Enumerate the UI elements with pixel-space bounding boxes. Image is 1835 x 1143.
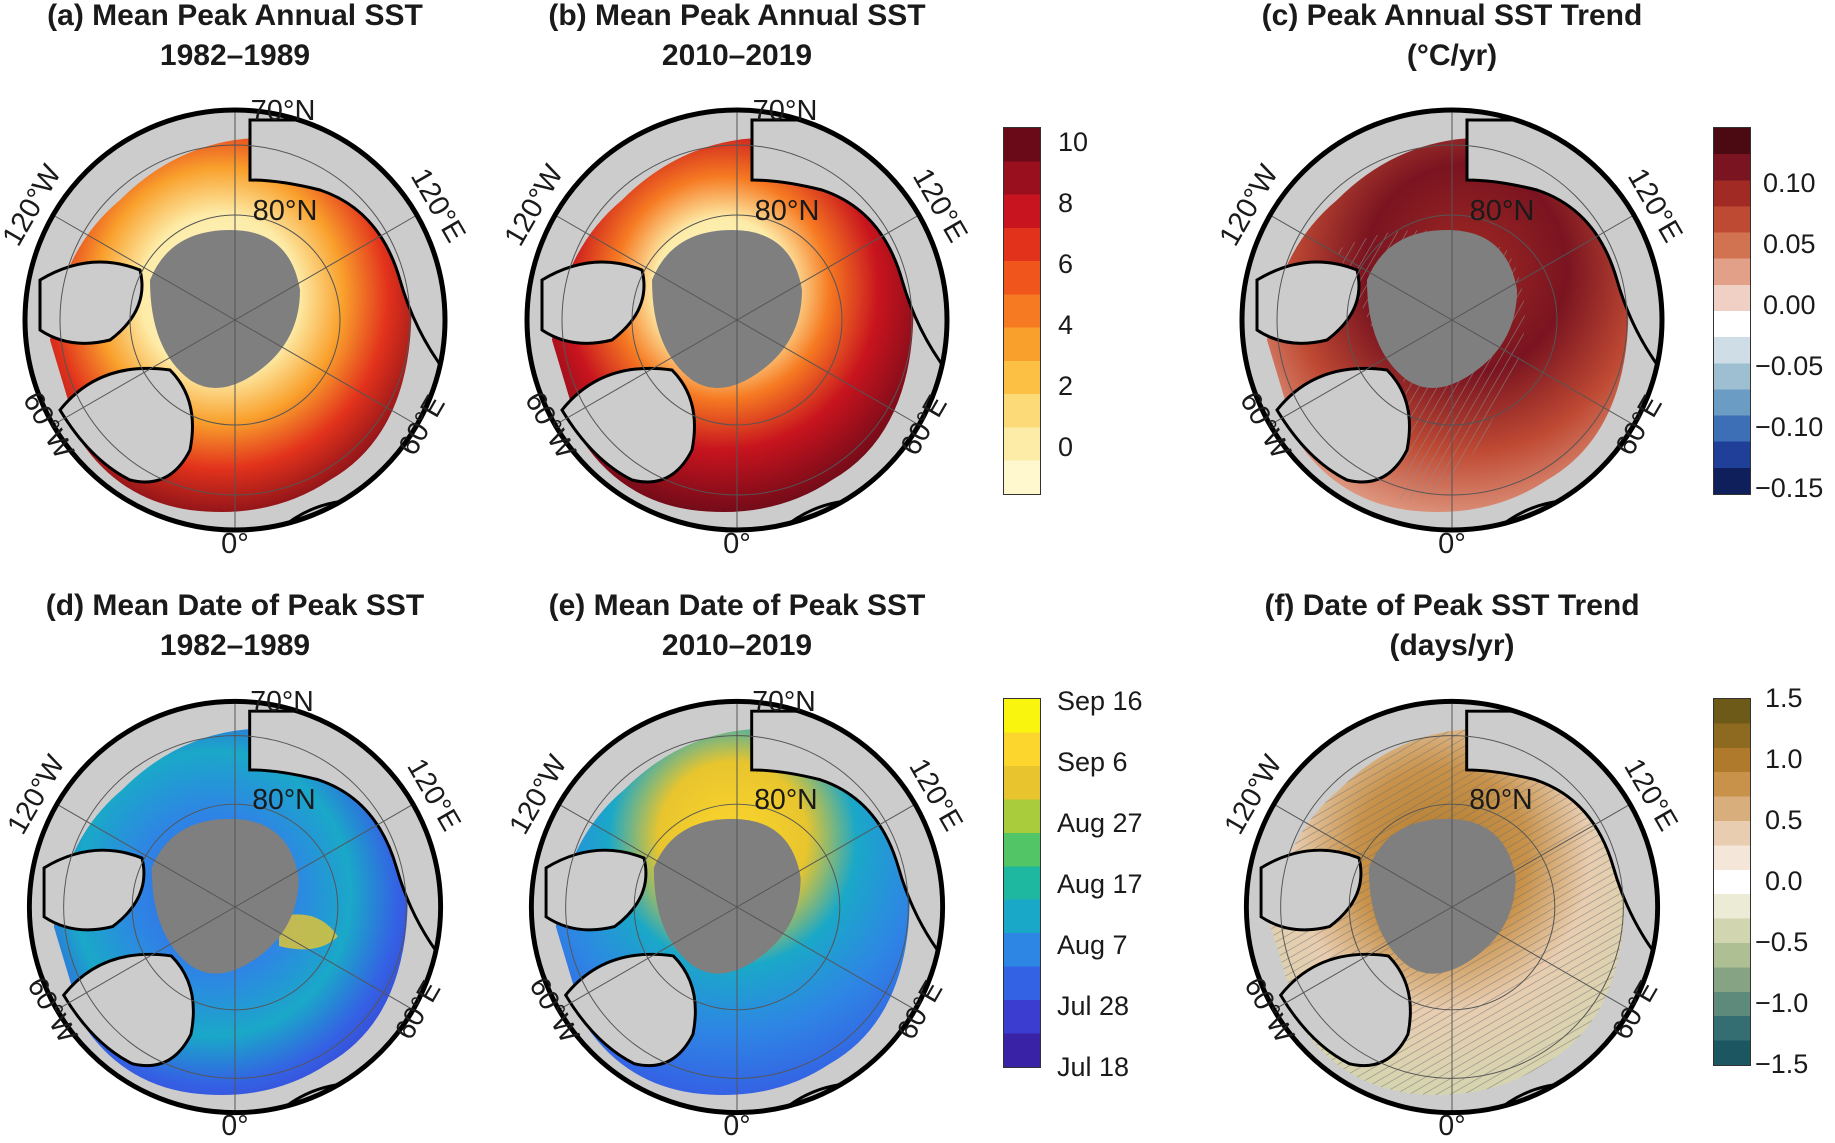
colorbar-date-trend-tick-4: −0.5 xyxy=(1755,927,1809,957)
label-80n: 80°N xyxy=(755,195,820,227)
map-b-ice xyxy=(652,230,802,388)
colorbar-sst-tick-1: 8 xyxy=(1058,188,1074,218)
colorbar-sst-tick-0: 10 xyxy=(1058,127,1089,157)
label-0: 0° xyxy=(1438,1110,1465,1142)
colorbar-date-tick-3: Aug 17 xyxy=(1057,869,1143,899)
panel-d: (d) Mean Date of Peak SST 1982–1989 xyxy=(0,589,470,1143)
map-f-greenland xyxy=(1278,952,1412,1068)
panel-b-title-line2: 2010–2019 xyxy=(661,39,813,72)
colorbar-sst-trend-tick-3: −0.05 xyxy=(1755,351,1824,381)
map-b: 120°W 70°N 120°E 80°N 60°W 60°E 0° xyxy=(502,95,972,560)
map-a-canada-arch xyxy=(38,260,144,345)
map-e-greenland xyxy=(563,952,697,1068)
map-d-ice xyxy=(151,818,299,974)
label-0: 0° xyxy=(1438,528,1466,560)
colorbar-date-trend-tick-3: 0.0 xyxy=(1765,866,1803,896)
map-d-greenland xyxy=(61,952,195,1068)
label-0: 0° xyxy=(221,1110,248,1142)
colorbar-date-tick-0: Sep 16 xyxy=(1057,686,1143,716)
panel-d-title-line2: 1982–1989 xyxy=(159,629,311,662)
colorbar-sst-trend-tick-4: −0.10 xyxy=(1755,412,1824,442)
label-70n: 70°N xyxy=(752,686,815,718)
colorbar-date-tick-5: Jul 28 xyxy=(1057,991,1130,1021)
map-f-ice xyxy=(1368,818,1516,974)
map-c-greenland xyxy=(1275,366,1411,484)
colorbar-sst-trend-tick-0: 0.10 xyxy=(1763,168,1816,198)
colorbar-date-trend xyxy=(1713,698,1751,1066)
colorbar-date-tick-4: Aug 7 xyxy=(1057,930,1128,960)
map-d-canada-arch xyxy=(42,848,146,932)
map-a: 120°W 70°N 120°E 80°N 60°W 60°E 0° xyxy=(0,95,470,560)
label-80n: 80°N xyxy=(252,784,315,816)
map-f-canada-arch xyxy=(1259,848,1363,932)
panel-e: (e) Mean Date of Peak SST 2010–2019 xyxy=(502,589,972,1143)
colorbar-date-trend-tick-5: −1.0 xyxy=(1755,988,1809,1018)
map-a-greenland xyxy=(58,366,194,484)
map-c-canada-arch xyxy=(1255,260,1361,345)
label-80n: 80°N xyxy=(1469,784,1532,816)
label-80n: 80°N xyxy=(253,195,318,227)
panel-c: (c) Peak Annual SST Trend (°C/yr) xyxy=(1217,0,1687,570)
panel-e-title-line2: 2010–2019 xyxy=(661,629,813,662)
colorbar-sst xyxy=(1003,127,1041,495)
colorbar-date-trend-tick-2: 0.5 xyxy=(1765,805,1803,835)
panel-a: (a) Mean Peak Annual SST 1982–1989 xyxy=(0,0,470,570)
label-70n: 70°N xyxy=(753,95,818,127)
map-e: 120°W 70°N 120°E 80°N 60°W 60°E 0° xyxy=(503,686,969,1142)
colorbar-date-trend-tick-6: −1.5 xyxy=(1755,1049,1809,1079)
colorbar-date xyxy=(1003,698,1041,1068)
map-b-greenland xyxy=(560,366,696,484)
map-f: 120°W 120°E 80°N 60°W 60°E 0° xyxy=(1218,698,1684,1142)
map-e-canada-arch xyxy=(544,848,648,932)
colorbar-sst-trend-tick-2: 0.00 xyxy=(1763,290,1816,320)
colorbar-date-trend-tick-0: 1.5 xyxy=(1765,683,1803,713)
panel-b-title-line1: (b) Mean Peak Annual SST xyxy=(548,0,926,32)
panel-f-title-line1: (f) Date of Peak SST Trend xyxy=(1264,589,1640,622)
colorbar-sst-tick-2: 6 xyxy=(1058,249,1074,279)
colorbar-sst-trend-tick-1: 0.05 xyxy=(1763,229,1816,259)
panel-a-title-line1: (a) Mean Peak Annual SST xyxy=(47,0,423,32)
panel-c-title-line2: (°C/yr) xyxy=(1406,39,1498,72)
label-80n: 80°N xyxy=(1470,195,1535,227)
panel-d-title-line1: (d) Mean Date of Peak SST xyxy=(45,589,425,622)
colorbar-sst-trend xyxy=(1713,127,1751,495)
label-70n: 70°N xyxy=(251,95,316,127)
map-d: 120°W 70°N 120°E 80°N 60°W 60°E 0° xyxy=(1,686,467,1142)
panel-c-title-line1: (c) Peak Annual SST Trend xyxy=(1261,0,1643,32)
colorbar-date-tick-1: Sep 6 xyxy=(1057,747,1128,777)
colorbar-sst-tick-5: 0 xyxy=(1058,432,1074,462)
label-70n: 70°N xyxy=(250,686,313,718)
label-0: 0° xyxy=(221,528,249,560)
map-a-ice xyxy=(150,230,300,388)
colorbar-date-tick-2: Aug 27 xyxy=(1057,808,1143,838)
label-0: 0° xyxy=(723,1110,750,1142)
colorbar-date-trend-tick-1: 1.0 xyxy=(1765,744,1803,774)
map-b-canada-arch xyxy=(540,260,646,345)
panel-f-title-line2: (days/yr) xyxy=(1389,629,1515,662)
panel-b: (b) Mean Peak Annual SST 2010–2019 xyxy=(502,0,972,570)
colorbar-sst-tick-4: 2 xyxy=(1058,371,1074,401)
panel-a-title-line2: 1982–1989 xyxy=(159,39,311,72)
panel-e-title-line1: (e) Mean Date of Peak SST xyxy=(548,589,926,622)
colorbar-sst-tick-3: 4 xyxy=(1058,310,1074,340)
label-80n: 80°N xyxy=(754,784,817,816)
map-e-ice xyxy=(653,818,801,974)
map-c: 120°W 120°E 80°N 60°W 60°E 0° xyxy=(1217,107,1687,560)
map-c-ice xyxy=(1367,230,1517,388)
colorbar-date-tick-6: Jul 18 xyxy=(1057,1052,1130,1082)
panel-f: (f) Date of Peak SST Trend (days/yr) xyxy=(1217,589,1687,1143)
label-0: 0° xyxy=(723,528,751,560)
colorbar-sst-trend-tick-5: −0.15 xyxy=(1755,473,1824,503)
